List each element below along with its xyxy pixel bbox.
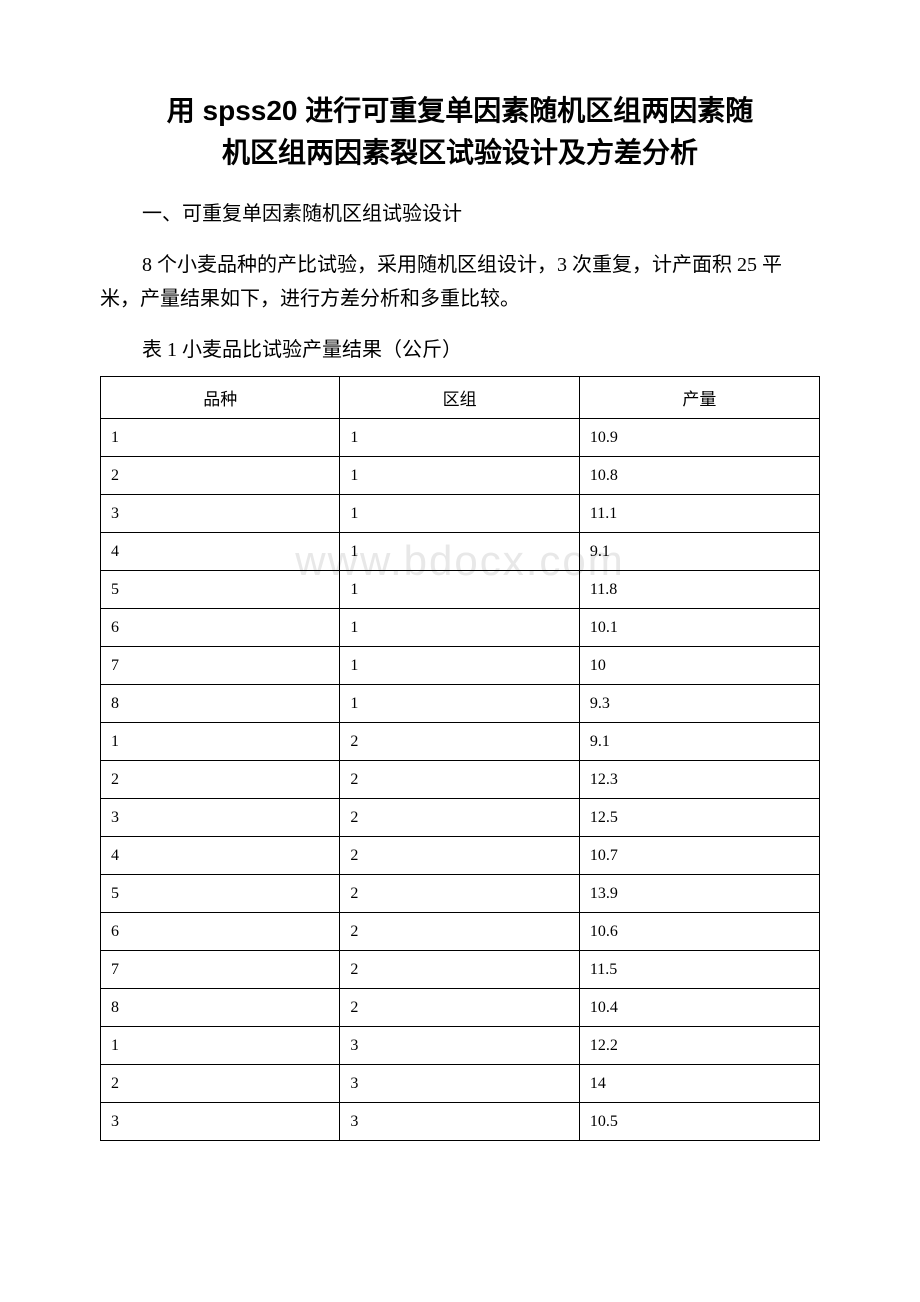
table-cell: 5	[101, 571, 340, 609]
table-cell: 10.8	[579, 457, 819, 495]
table-row: 2212.3	[101, 761, 820, 799]
document-title: 用 spss20 进行可重复单因素随机区组两因素随 机区组两因素裂区试验设计及方…	[100, 90, 820, 174]
table-cell: 12.5	[579, 799, 819, 837]
table-cell: 10.5	[579, 1103, 819, 1141]
table-row: 1110.9	[101, 419, 820, 457]
table-cell: 2	[101, 761, 340, 799]
table-cell: 9.1	[579, 533, 819, 571]
table-cell: 1	[340, 495, 579, 533]
table-row: 2110.8	[101, 457, 820, 495]
table-cell: 2	[340, 837, 579, 875]
table-cell: 1	[340, 685, 579, 723]
table-row: 7211.5	[101, 951, 820, 989]
table-header: 品种 区组 产量	[101, 377, 820, 419]
table-row: 3212.5	[101, 799, 820, 837]
table-cell: 1	[340, 533, 579, 571]
table-cell: 5	[101, 875, 340, 913]
table-cell: 8	[101, 989, 340, 1027]
table-cell: 1	[340, 609, 579, 647]
section-heading: 一、可重复单因素随机区组试验设计	[142, 198, 820, 230]
col-header-variety: 品种	[101, 377, 340, 419]
col-header-yield: 产量	[579, 377, 819, 419]
table-cell: 4	[101, 533, 340, 571]
table-row: 6110.1	[101, 609, 820, 647]
table-cell: 1	[340, 647, 579, 685]
table-row: 4210.7	[101, 837, 820, 875]
table-cell: 11.8	[579, 571, 819, 609]
table-row: 3310.5	[101, 1103, 820, 1141]
table-row: 6210.6	[101, 913, 820, 951]
table-cell: 10.9	[579, 419, 819, 457]
intro-paragraph: 8 个小麦品种的产比试验，采用随机区组设计，3 次重复，计产面积 25 平米，产…	[100, 248, 820, 316]
table-cell: 2	[101, 457, 340, 495]
table-row: 5111.8	[101, 571, 820, 609]
table-cell: 10.7	[579, 837, 819, 875]
table-cell: 3	[340, 1103, 579, 1141]
table-row: 129.1	[101, 723, 820, 761]
table-cell: 1	[340, 419, 579, 457]
table-cell: 2	[340, 913, 579, 951]
table-cell: 9.1	[579, 723, 819, 761]
table-row: 819.3	[101, 685, 820, 723]
table-cell: 1	[340, 571, 579, 609]
table-cell: 2	[340, 951, 579, 989]
table-row: 3111.1	[101, 495, 820, 533]
table-cell: 2	[340, 761, 579, 799]
table-body: 1110.92110.83111.1419.15111.86110.171108…	[101, 419, 820, 1141]
table-cell: 2	[340, 799, 579, 837]
table-cell: 10.1	[579, 609, 819, 647]
table-cell: 3	[101, 799, 340, 837]
table-cell: 3	[101, 495, 340, 533]
table-cell: 2	[340, 989, 579, 1027]
table-row: 8210.4	[101, 989, 820, 1027]
table-row: 2314	[101, 1065, 820, 1103]
table-row: 5213.9	[101, 875, 820, 913]
table-cell: 3	[101, 1103, 340, 1141]
table-cell: 9.3	[579, 685, 819, 723]
col-header-block: 区组	[340, 377, 579, 419]
table-cell: 13.9	[579, 875, 819, 913]
table-cell: 1	[101, 723, 340, 761]
table-cell: 1	[101, 1027, 340, 1065]
table-caption: 表 1 小麦品比试验产量结果（公斤）	[142, 334, 820, 366]
table-cell: 2	[340, 875, 579, 913]
table-cell: 6	[101, 913, 340, 951]
document-page: www.bdocx.com 用 spss20 进行可重复单因素随机区组两因素随 …	[100, 90, 820, 1141]
table-cell: 10.6	[579, 913, 819, 951]
table-cell: 14	[579, 1065, 819, 1103]
table-cell: 8	[101, 685, 340, 723]
table-cell: 12.2	[579, 1027, 819, 1065]
table-cell: 1	[340, 457, 579, 495]
table-row: 7110	[101, 647, 820, 685]
table-row: 419.1	[101, 533, 820, 571]
table-cell: 10.4	[579, 989, 819, 1027]
table-cell: 10	[579, 647, 819, 685]
data-table: 品种 区组 产量 1110.92110.83111.1419.15111.861…	[100, 376, 820, 1141]
table-cell: 7	[101, 951, 340, 989]
table-header-row: 品种 区组 产量	[101, 377, 820, 419]
table-cell: 7	[101, 647, 340, 685]
table-cell: 6	[101, 609, 340, 647]
table-cell: 2	[340, 723, 579, 761]
table-cell: 1	[101, 419, 340, 457]
table-cell: 3	[340, 1065, 579, 1103]
table-row: 1312.2	[101, 1027, 820, 1065]
title-line-1: 用 spss20 进行可重复单因素随机区组两因素随	[167, 95, 754, 126]
table-cell: 3	[340, 1027, 579, 1065]
table-cell: 11.1	[579, 495, 819, 533]
table-cell: 11.5	[579, 951, 819, 989]
table-cell: 12.3	[579, 761, 819, 799]
title-line-2: 机区组两因素裂区试验设计及方差分析	[222, 137, 698, 168]
table-cell: 2	[101, 1065, 340, 1103]
table-cell: 4	[101, 837, 340, 875]
